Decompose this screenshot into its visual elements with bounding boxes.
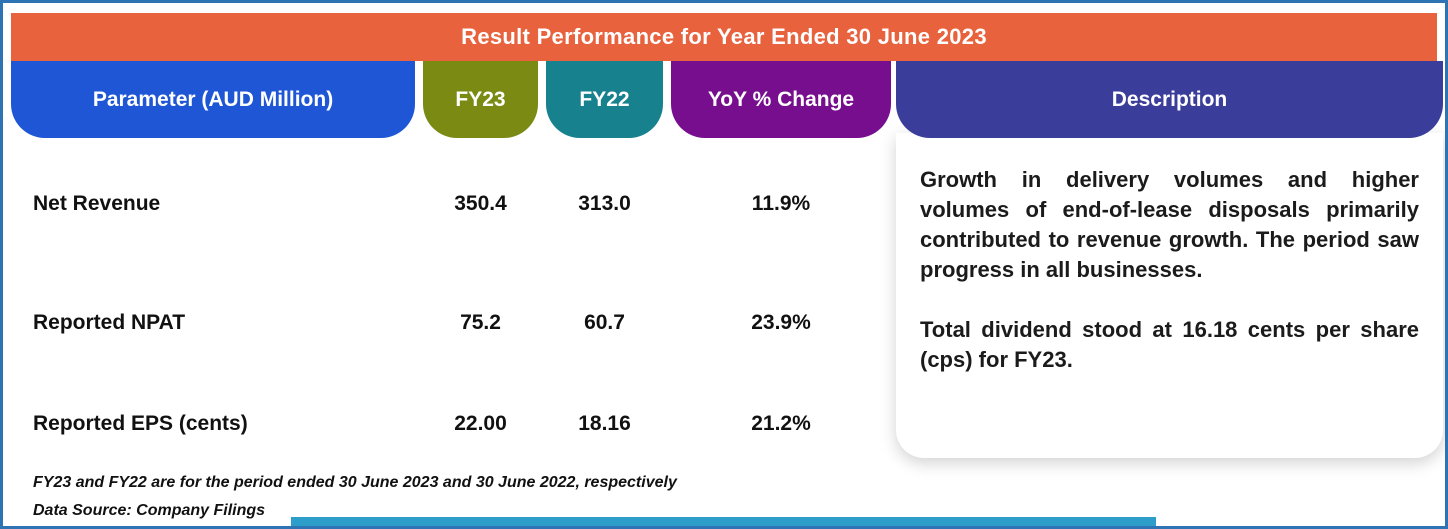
page-title: Result Performance for Year Ended 30 Jun… [461, 24, 987, 49]
column-header-fy23: FY23 [423, 61, 538, 138]
table-row: Net Revenue 350.4 313.0 11.9% [3, 189, 903, 219]
footnote-data-source: Data Source: Company Filings [33, 502, 266, 519]
row-fy23-value: 22.00 [454, 412, 507, 435]
column-header-description: Description [896, 61, 1443, 138]
column-header-yoy-change: YoY % Change [671, 61, 891, 138]
row-parameter: Reported EPS (cents) [33, 412, 248, 435]
row-fy23-value: 350.4 [454, 192, 507, 215]
row-fy22-value: 313.0 [578, 192, 631, 215]
footnote-period: FY23 and FY22 are for the period ended 3… [33, 474, 677, 491]
row-yoy-value: 23.9% [751, 311, 811, 334]
title-banner: Result Performance for Year Ended 30 Jun… [11, 13, 1437, 61]
description-card: Growth in delivery volumes and higher vo… [896, 133, 1443, 458]
column-header-parameter: Parameter (AUD Million) [11, 61, 415, 138]
description-paragraph-2: Total dividend stood at 16.18 cents per … [920, 317, 1419, 372]
description-paragraph-1: Growth in delivery volumes and higher vo… [920, 167, 1419, 282]
table-row: Reported EPS (cents) 22.00 18.16 21.2% [3, 409, 903, 439]
row-parameter: Net Revenue [33, 192, 161, 215]
row-parameter: Reported NPAT [33, 311, 186, 334]
column-header-label: YoY % Change [707, 87, 855, 111]
column-header-label: Parameter (AUD Million) [92, 87, 334, 111]
row-fy22-value: 60.7 [584, 311, 625, 334]
row-fy23-value: 75.2 [460, 311, 501, 334]
column-header-label: FY23 [455, 87, 506, 111]
row-fy22-value: 18.16 [578, 412, 631, 435]
row-yoy-value: 11.9% [751, 192, 811, 215]
row-yoy-value: 21.2% [751, 412, 811, 435]
column-header-label: Description [1111, 87, 1228, 111]
bottom-accent-bar [291, 517, 1156, 526]
column-header-label: FY22 [579, 87, 630, 111]
column-header-fy22: FY22 [546, 61, 663, 138]
table-row: Reported NPAT 75.2 60.7 23.9% [3, 308, 903, 338]
